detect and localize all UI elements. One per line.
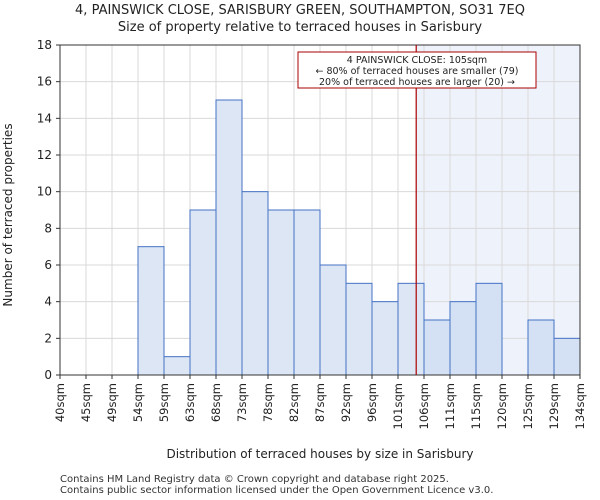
chart-title: 4, PAINSWICK CLOSE, SARISBURY GREEN, SOU… (75, 3, 525, 18)
x-tick-label: 129sqm (547, 383, 561, 429)
y-tick-label: 18 (37, 38, 52, 52)
x-tick-label: 87sqm (313, 383, 327, 422)
x-tick-label: 120sqm (495, 383, 509, 429)
bar-63sqm (189, 209, 217, 376)
bar-92sqm (345, 282, 373, 376)
bar-82sqm (293, 209, 321, 376)
footer-copyright: Contains HM Land Registry data © Crown c… (60, 474, 449, 485)
annotation-line-3: 20% of terraced houses are larger (20) → (319, 77, 515, 88)
bar-59sqm (163, 356, 191, 376)
annotation-line-1: 4 PAINSWICK CLOSE: 105sqm (347, 55, 487, 66)
x-axis-label: Distribution of terraced houses by size … (166, 447, 473, 461)
x-tick-label: 59sqm (157, 383, 171, 422)
x-tick-label: 40sqm (53, 383, 67, 422)
annotation-box (297, 51, 537, 89)
x-tick-label: 111sqm (443, 383, 457, 429)
bar-125sqm (527, 319, 555, 376)
y-tick-label: 2 (44, 331, 52, 345)
y-tick-label: 8 (44, 221, 52, 235)
x-tick-label: 45sqm (79, 383, 93, 422)
x-tick-label: 49sqm (105, 383, 119, 422)
bar-101sqm (397, 282, 425, 376)
y-tick-label: 10 (37, 185, 52, 199)
bar-96sqm (371, 301, 399, 376)
y-tick-label: 0 (44, 368, 52, 382)
x-tick-label: 96sqm (365, 383, 379, 422)
x-tick-label: 134sqm (573, 383, 587, 429)
chart-subtitle: Size of property relative to terraced ho… (117, 20, 483, 35)
x-tick-label: 82sqm (287, 383, 301, 422)
bar-111sqm (449, 301, 477, 376)
y-tick-label: 6 (44, 258, 52, 272)
bar-73sqm (241, 191, 269, 376)
y-tick-label: 14 (37, 111, 52, 125)
y-tick-label: 12 (37, 148, 52, 162)
y-tick-label: 16 (37, 75, 52, 89)
footer-licence: Contains public sector information licen… (60, 485, 494, 496)
bar-87sqm (319, 264, 347, 376)
x-tick-label: 63sqm (183, 383, 197, 422)
bar-78sqm (267, 209, 295, 376)
x-tick-label: 101sqm (391, 383, 405, 429)
x-tick-label: 78sqm (261, 383, 275, 422)
bar-115sqm (475, 282, 503, 376)
bar-54sqm (137, 246, 165, 376)
y-axis-label: Number of terraced properties (1, 123, 15, 306)
x-tick-label: 73sqm (235, 383, 249, 422)
x-tick-label: 92sqm (339, 383, 353, 422)
x-tick-label: 54sqm (131, 383, 145, 422)
annotation-line-2: ← 80% of terraced houses are smaller (79… (315, 66, 518, 77)
x-tick-label: 68sqm (209, 383, 223, 422)
bar-106sqm (423, 319, 451, 376)
bar-129sqm (553, 337, 581, 376)
x-tick-label: 125sqm (521, 383, 535, 429)
x-tick-label: 106sqm (417, 383, 431, 429)
x-tick-label: 115sqm (469, 383, 483, 429)
bar-68sqm (215, 99, 243, 376)
y-tick-label: 4 (44, 295, 52, 309)
